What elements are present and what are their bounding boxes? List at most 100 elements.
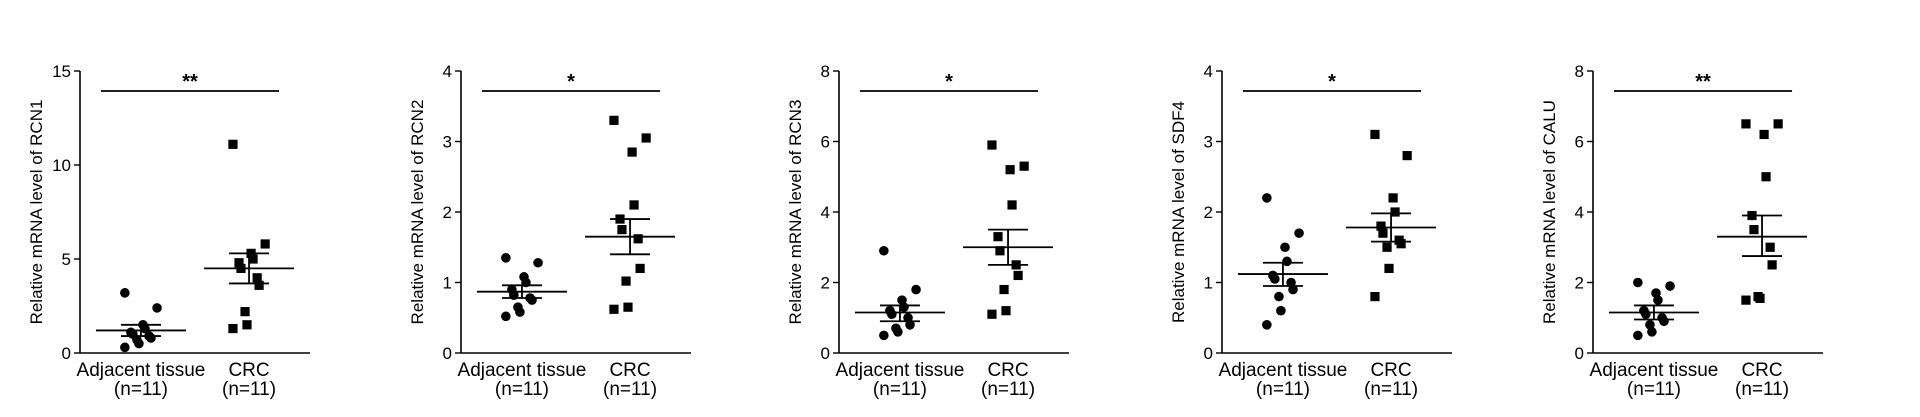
data-point-adjacent <box>1633 330 1643 341</box>
y-tick-label: 3 <box>1204 133 1213 152</box>
data-point-adjacent <box>1633 277 1643 288</box>
y-tick-label: 2 <box>821 274 830 293</box>
category-label: Adjacent tissue <box>77 360 206 381</box>
data-point-crc <box>641 133 651 143</box>
data-point-crc <box>609 304 619 314</box>
y-tick-label: 8 <box>1575 62 1584 81</box>
data-point-adjacent <box>1645 320 1655 330</box>
data-point-adjacent <box>1282 256 1292 267</box>
y-tick-label: 0 <box>443 344 452 363</box>
data-point-crc <box>623 302 633 312</box>
n-label: (n=11) <box>1627 379 1681 400</box>
data-point-adjacent <box>501 311 511 322</box>
data-point-adjacent <box>120 288 130 298</box>
data-point-crc <box>1767 260 1777 270</box>
y-tick-label: 0 <box>62 344 71 363</box>
data-point-crc <box>1390 207 1400 217</box>
data-point-adjacent <box>1639 305 1649 316</box>
data-point-crc <box>621 276 631 286</box>
n-label: (n=11) <box>1256 379 1310 400</box>
data-point-crc <box>1001 306 1011 316</box>
category-label: Adjacent tissue <box>1590 360 1719 381</box>
y-axis-label: Relative mRNA level of CALU <box>1540 100 1559 324</box>
category-label: Adjacent tissue <box>836 360 965 381</box>
data-point-crc <box>1759 129 1769 140</box>
y-axis-label: Relative mRNA level of RCN1 <box>27 100 46 325</box>
data-point-crc <box>228 323 238 334</box>
y-axis-label: Relative mRNA level of RCN3 <box>786 100 805 325</box>
y-axis-label: Relative mRNA level of SDF4 <box>1169 101 1188 323</box>
significance-marker: * <box>945 71 953 93</box>
category-label: CRC <box>1370 360 1411 381</box>
data-point-crc <box>1376 221 1386 231</box>
data-point-crc <box>1765 242 1775 252</box>
category-label: CRC <box>609 360 650 381</box>
data-point-adjacent <box>1268 270 1278 281</box>
data-point-crc <box>234 258 244 268</box>
data-point-crc <box>1394 235 1404 245</box>
y-tick-label: 2 <box>443 203 452 222</box>
data-point-adjacent <box>1665 281 1675 291</box>
y-tick-label: 2 <box>1204 203 1213 222</box>
category-label: CRC <box>1741 360 1782 381</box>
data-point-adjacent <box>120 342 130 353</box>
data-point-crc <box>1005 165 1015 175</box>
data-point-crc <box>240 307 250 317</box>
chart-panel-2: 0 1 2 3 4 Relative mRNA level of RCN2 Adjacent… <box>408 62 691 400</box>
data-point-crc <box>1741 295 1751 305</box>
data-point-crc <box>999 284 1009 295</box>
data-point-crc <box>609 115 619 125</box>
data-point-crc <box>248 254 258 264</box>
data-point-adjacent <box>879 245 889 256</box>
data-point-crc <box>260 239 270 249</box>
significance-marker: * <box>567 71 575 93</box>
category-label: CRC <box>228 360 269 381</box>
data-point-crc <box>1378 228 1388 238</box>
chart-panel-4: 0 1 2 3 4 Relative mRNA level of SDF4 Adjacent… <box>1169 62 1452 400</box>
y-tick-label: 15 <box>52 62 71 81</box>
n-label: (n=11) <box>222 379 276 400</box>
data-point-crc <box>228 139 238 149</box>
y-tick-label: 1 <box>1204 274 1213 293</box>
y-tick-label: 4 <box>443 62 452 81</box>
y-tick-label: 2 <box>1575 274 1584 293</box>
data-point-adjacent <box>897 295 907 305</box>
data-point-crc <box>1753 292 1763 302</box>
data-point-crc <box>254 280 264 290</box>
data-point-crc <box>987 140 997 150</box>
data-point-crc <box>629 200 639 210</box>
n-label: (n=11) <box>1735 379 1789 400</box>
y-tick-label: 10 <box>52 156 71 175</box>
n-label: (n=11) <box>1364 379 1418 400</box>
data-point-adjacent <box>1262 193 1272 203</box>
data-point-crc <box>1761 172 1771 182</box>
significance-marker: ** <box>1695 71 1711 93</box>
data-point-crc <box>995 246 1005 256</box>
data-point-crc <box>1741 119 1751 129</box>
data-point-adjacent <box>513 302 523 312</box>
chart-panel-5: 0 2 4 6 8 Relative mRNA level of CALU Adjacent… <box>1540 62 1823 400</box>
data-point-adjacent <box>885 305 895 316</box>
data-point-crc <box>1749 225 1759 235</box>
data-point-crc <box>1370 292 1380 302</box>
data-point-crc <box>1370 129 1380 140</box>
chart-panel-3: 0 2 4 6 8 Relative mRNA level of RCN3 Adjacent… <box>786 62 1069 400</box>
data-point-crc <box>635 263 645 273</box>
y-tick-label: 5 <box>62 250 71 269</box>
y-tick-label: 4 <box>821 203 830 222</box>
data-point-crc <box>617 225 627 235</box>
data-point-adjacent <box>1294 228 1304 238</box>
category-label: Adjacent tissue <box>1219 360 1348 381</box>
data-point-crc <box>1384 263 1394 273</box>
y-tick-label: 8 <box>821 62 830 81</box>
y-tick-label: 0 <box>1575 344 1584 363</box>
data-point-adjacent <box>891 323 901 334</box>
data-point-crc <box>993 232 1003 242</box>
data-point-adjacent <box>533 257 543 268</box>
data-point-crc <box>1382 242 1392 252</box>
data-point-adjacent <box>1276 305 1286 316</box>
n-label: (n=11) <box>495 379 549 400</box>
data-point-crc <box>1019 161 1029 171</box>
y-tick-label: 6 <box>1575 133 1584 152</box>
